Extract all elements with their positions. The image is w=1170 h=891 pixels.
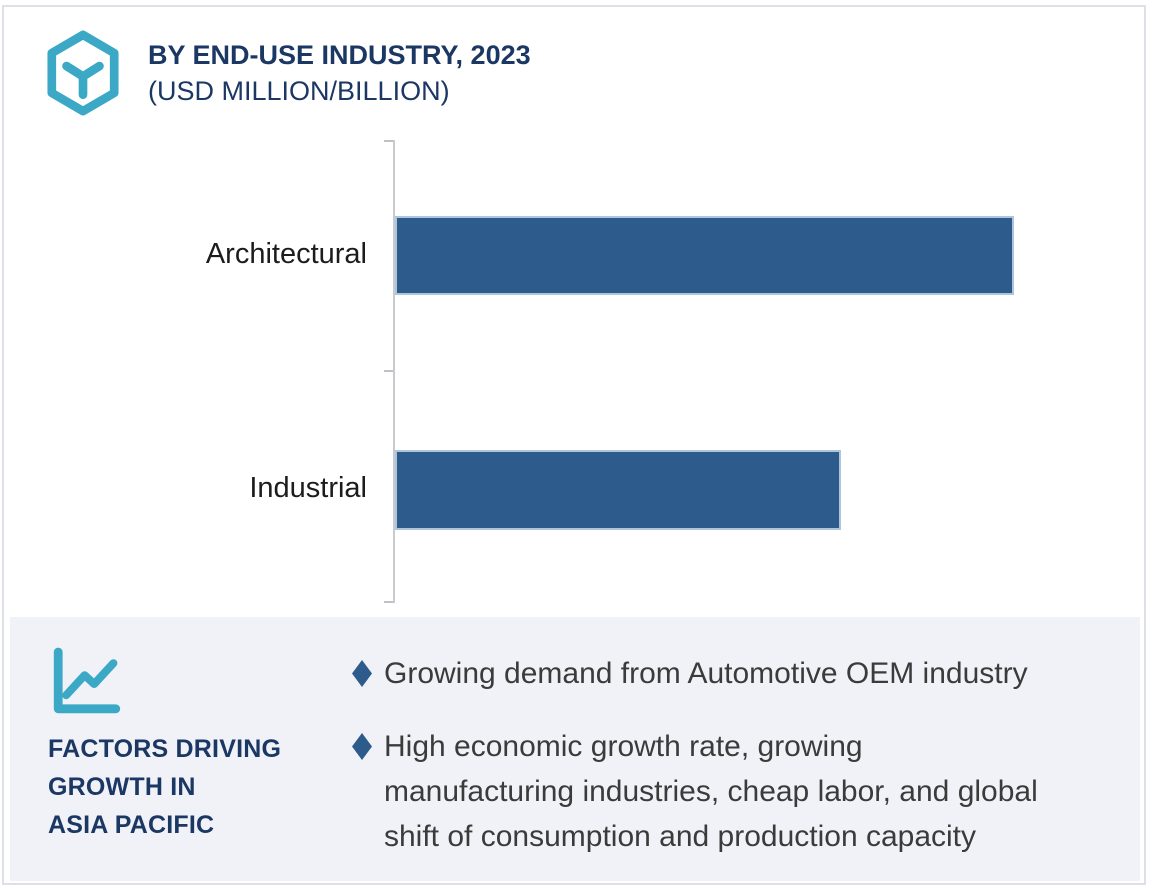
bar-label-industrial: Industrial (249, 472, 367, 504)
factors-heading: FACTORS DRIVING GROWTH IN ASIA PACIFIC (48, 735, 282, 839)
category-axis-line (393, 140, 395, 603)
bar-industrial (395, 450, 841, 530)
bullet-text: Growing demand from Automotive OEM indus… (384, 657, 1028, 690)
chart-title: BY END-USE INDUSTRY, 2023 (148, 40, 531, 70)
diamond-bullet-icon (352, 733, 372, 760)
diamond-bullet-icon (352, 660, 372, 687)
axis-tick (384, 370, 393, 372)
bullet-item: High economic growth rate, growing manuf… (352, 724, 1142, 859)
line-chart-icon (47, 642, 127, 722)
bullet-item: Growing demand from Automotive OEM indus… (352, 651, 1142, 696)
chart-subtitle: (USD MILLION/BILLION) (148, 76, 450, 106)
bullet-text: High economic growth rate, growing manuf… (384, 730, 1038, 853)
factors-bullet-list: Growing demand from Automotive OEM indus… (352, 651, 1142, 887)
axis-tick (384, 601, 393, 603)
bar-architectural (395, 216, 1014, 295)
bar-label-architectural: Architectural (205, 238, 367, 270)
chart-header: BY END-USE INDUSTRY, 2023 (USD MILLION/B… (148, 40, 531, 106)
hexagon-cube-icon (44, 29, 122, 117)
axis-tick (384, 140, 393, 142)
factors-panel: FACTORS DRIVING GROWTH IN ASIA PACIFIC G… (10, 617, 1140, 881)
